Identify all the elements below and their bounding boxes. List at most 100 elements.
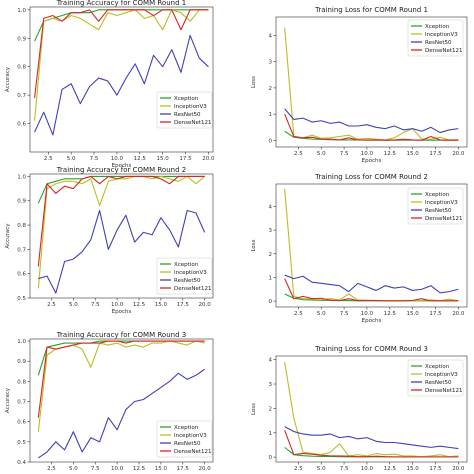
x-tick-label: 12.5 xyxy=(384,311,397,317)
legend-label: ResNet50 xyxy=(425,380,452,386)
legend-label: DenseNet121 xyxy=(425,388,463,394)
x-tick-label: 20.0 xyxy=(199,302,212,308)
legend-label: Xception xyxy=(174,96,199,102)
series-line-resnet50 xyxy=(34,34,209,136)
x-tick-label: 5.0 xyxy=(317,311,326,317)
legend: Xception InceptionV3 ResNet50 DenseNet121 xyxy=(156,257,213,295)
x-tick-label: 5.0 xyxy=(69,302,78,308)
y-axis-label: Loss xyxy=(251,239,257,251)
x-tick-label: 2.5 xyxy=(294,466,303,472)
x-tick-label: 5.0 xyxy=(67,156,76,162)
x-tick-label: 20.0 xyxy=(452,151,465,157)
x-tick-label: 12.5 xyxy=(133,466,146,472)
legend-box xyxy=(407,359,464,397)
chart-title: Training Accuracy for COMM Round 2 xyxy=(56,166,186,174)
y-tick-label: 4 xyxy=(269,33,273,39)
series-line-resnet50 xyxy=(284,274,459,294)
series-line-resnet50 xyxy=(38,209,206,294)
legend: Xception InceptionV3 ResNet50 DenseNet121 xyxy=(407,359,464,397)
chart-panel-5: Training Accuracy for COMM Round 3 0.4 0.5… xyxy=(5,331,214,472)
chart-title: Training Accuracy for COMM Round 1 xyxy=(56,0,186,7)
plot-frame xyxy=(29,173,214,299)
chart-panel-1: Training Accuracy for COMM Round 1 0.6 0.7… xyxy=(5,0,215,169)
plot-frame xyxy=(275,183,468,308)
y-tick-label: 3 xyxy=(269,228,273,234)
series-line-inceptionv3 xyxy=(37,340,205,432)
series-line-densenet121 xyxy=(284,113,459,141)
y-tick-label: 2 xyxy=(269,252,273,258)
y-tick-label: 0.6 xyxy=(17,420,26,426)
legend-label: InceptionV3 xyxy=(425,32,458,38)
legend: Xception InceptionV3 ResNet50 DenseNet121 xyxy=(156,420,213,458)
x-tick-label: 7.5 xyxy=(91,466,100,472)
series-line-resnet50 xyxy=(284,108,459,134)
series-line-densenet121 xyxy=(37,175,205,267)
x-tick-label: 2.5 xyxy=(44,156,53,162)
x-tick-label: 15.0 xyxy=(406,311,419,317)
y-tick-label: 0.8 xyxy=(17,65,26,71)
x-tick-label: 2.5 xyxy=(294,151,303,157)
legend-box xyxy=(156,257,213,295)
y-tick-label: 0.6 xyxy=(17,272,26,278)
y-axis-label: Loss xyxy=(251,76,257,88)
series-line-densenet121 xyxy=(284,430,459,458)
y-tick-label: 4 xyxy=(269,204,273,210)
x-tick-label: 12.5 xyxy=(134,156,147,162)
series-line-xception xyxy=(37,340,205,376)
y-tick-label: 2 xyxy=(269,406,273,412)
y-tick-label: 0.9 xyxy=(17,359,26,365)
chart-title: Training Loss for COMM Round 1 xyxy=(314,6,428,14)
legend-label: ResNet50 xyxy=(174,112,201,118)
x-tick-label: 15.0 xyxy=(406,466,419,472)
x-tick-label: 17.5 xyxy=(429,466,442,472)
x-tick-label: 5.0 xyxy=(69,466,78,472)
x-tick-label: 15.0 xyxy=(155,302,168,308)
y-tick-label: 0.8 xyxy=(17,223,26,229)
y-tick-label: 1 xyxy=(269,112,273,118)
chart-panel-2: Training Loss for COMM Round 1 0 1 2 3 4 2.5 5.… xyxy=(251,6,468,164)
legend-box xyxy=(156,91,213,129)
y-axis-label: Loss xyxy=(251,403,257,415)
y-tick-label: 3 xyxy=(269,382,273,388)
chart-panel-3: Training Accuracy for COMM Round 2 0.5 0.6… xyxy=(5,166,214,315)
series-line-densenet121 xyxy=(34,9,209,99)
y-tick-label: 0.9 xyxy=(17,36,26,42)
y-tick-label: 0.7 xyxy=(17,400,26,406)
legend-label: ResNet50 xyxy=(425,40,452,46)
series-line-inceptionv3 xyxy=(284,362,459,458)
y-axis-label: Accuracy xyxy=(5,66,11,92)
x-tick-label: 7.5 xyxy=(90,156,99,162)
y-tick-label: 1.0 xyxy=(17,8,26,14)
y-tick-label: 0.7 xyxy=(17,93,26,99)
x-tick-label: 15.0 xyxy=(157,156,170,162)
legend: Xception InceptionV3 ResNet50 DenseNet121 xyxy=(407,187,464,225)
series-line-inceptionv3 xyxy=(37,175,206,289)
x-tick-label: 7.5 xyxy=(340,151,349,157)
legend-label: Xception xyxy=(174,262,199,268)
x-tick-label: 12.5 xyxy=(384,466,397,472)
legend-label: Xception xyxy=(425,24,450,30)
x-axis-label: Epochs xyxy=(362,158,382,164)
x-tick-label: 10.0 xyxy=(111,466,124,472)
legend-box xyxy=(407,19,464,57)
y-tick-label: 1.0 xyxy=(17,339,26,345)
legend-label: DenseNet121 xyxy=(174,286,212,292)
x-tick-label: 15.0 xyxy=(406,151,419,157)
x-tick-label: 17.5 xyxy=(429,151,442,157)
chart-title: Training Accuracy for COMM Round 3 xyxy=(56,331,186,339)
x-tick-label: 7.5 xyxy=(340,311,349,317)
y-tick-label: 0.5 xyxy=(17,440,26,446)
x-tick-label: 17.5 xyxy=(177,466,190,472)
x-tick-label: 17.5 xyxy=(177,302,190,308)
chart-panel-6: Training Loss for COMM Round 3 0 1 2 3 4 2.5 5.… xyxy=(251,345,468,472)
x-axis-label: Epochs xyxy=(112,163,132,169)
x-tick-label: 7.5 xyxy=(340,466,349,472)
plot-frame xyxy=(29,6,214,153)
y-tick-label: 0.7 xyxy=(17,247,26,253)
chart-title: Training Loss for COMM Round 2 xyxy=(314,173,428,181)
legend-label: InceptionV3 xyxy=(174,104,207,110)
y-tick-label: 2 xyxy=(269,86,273,92)
legend: Xception InceptionV3 ResNet50 DenseNet121 xyxy=(156,91,213,129)
plot-frame xyxy=(29,338,214,463)
x-tick-label: 20.0 xyxy=(452,466,465,472)
